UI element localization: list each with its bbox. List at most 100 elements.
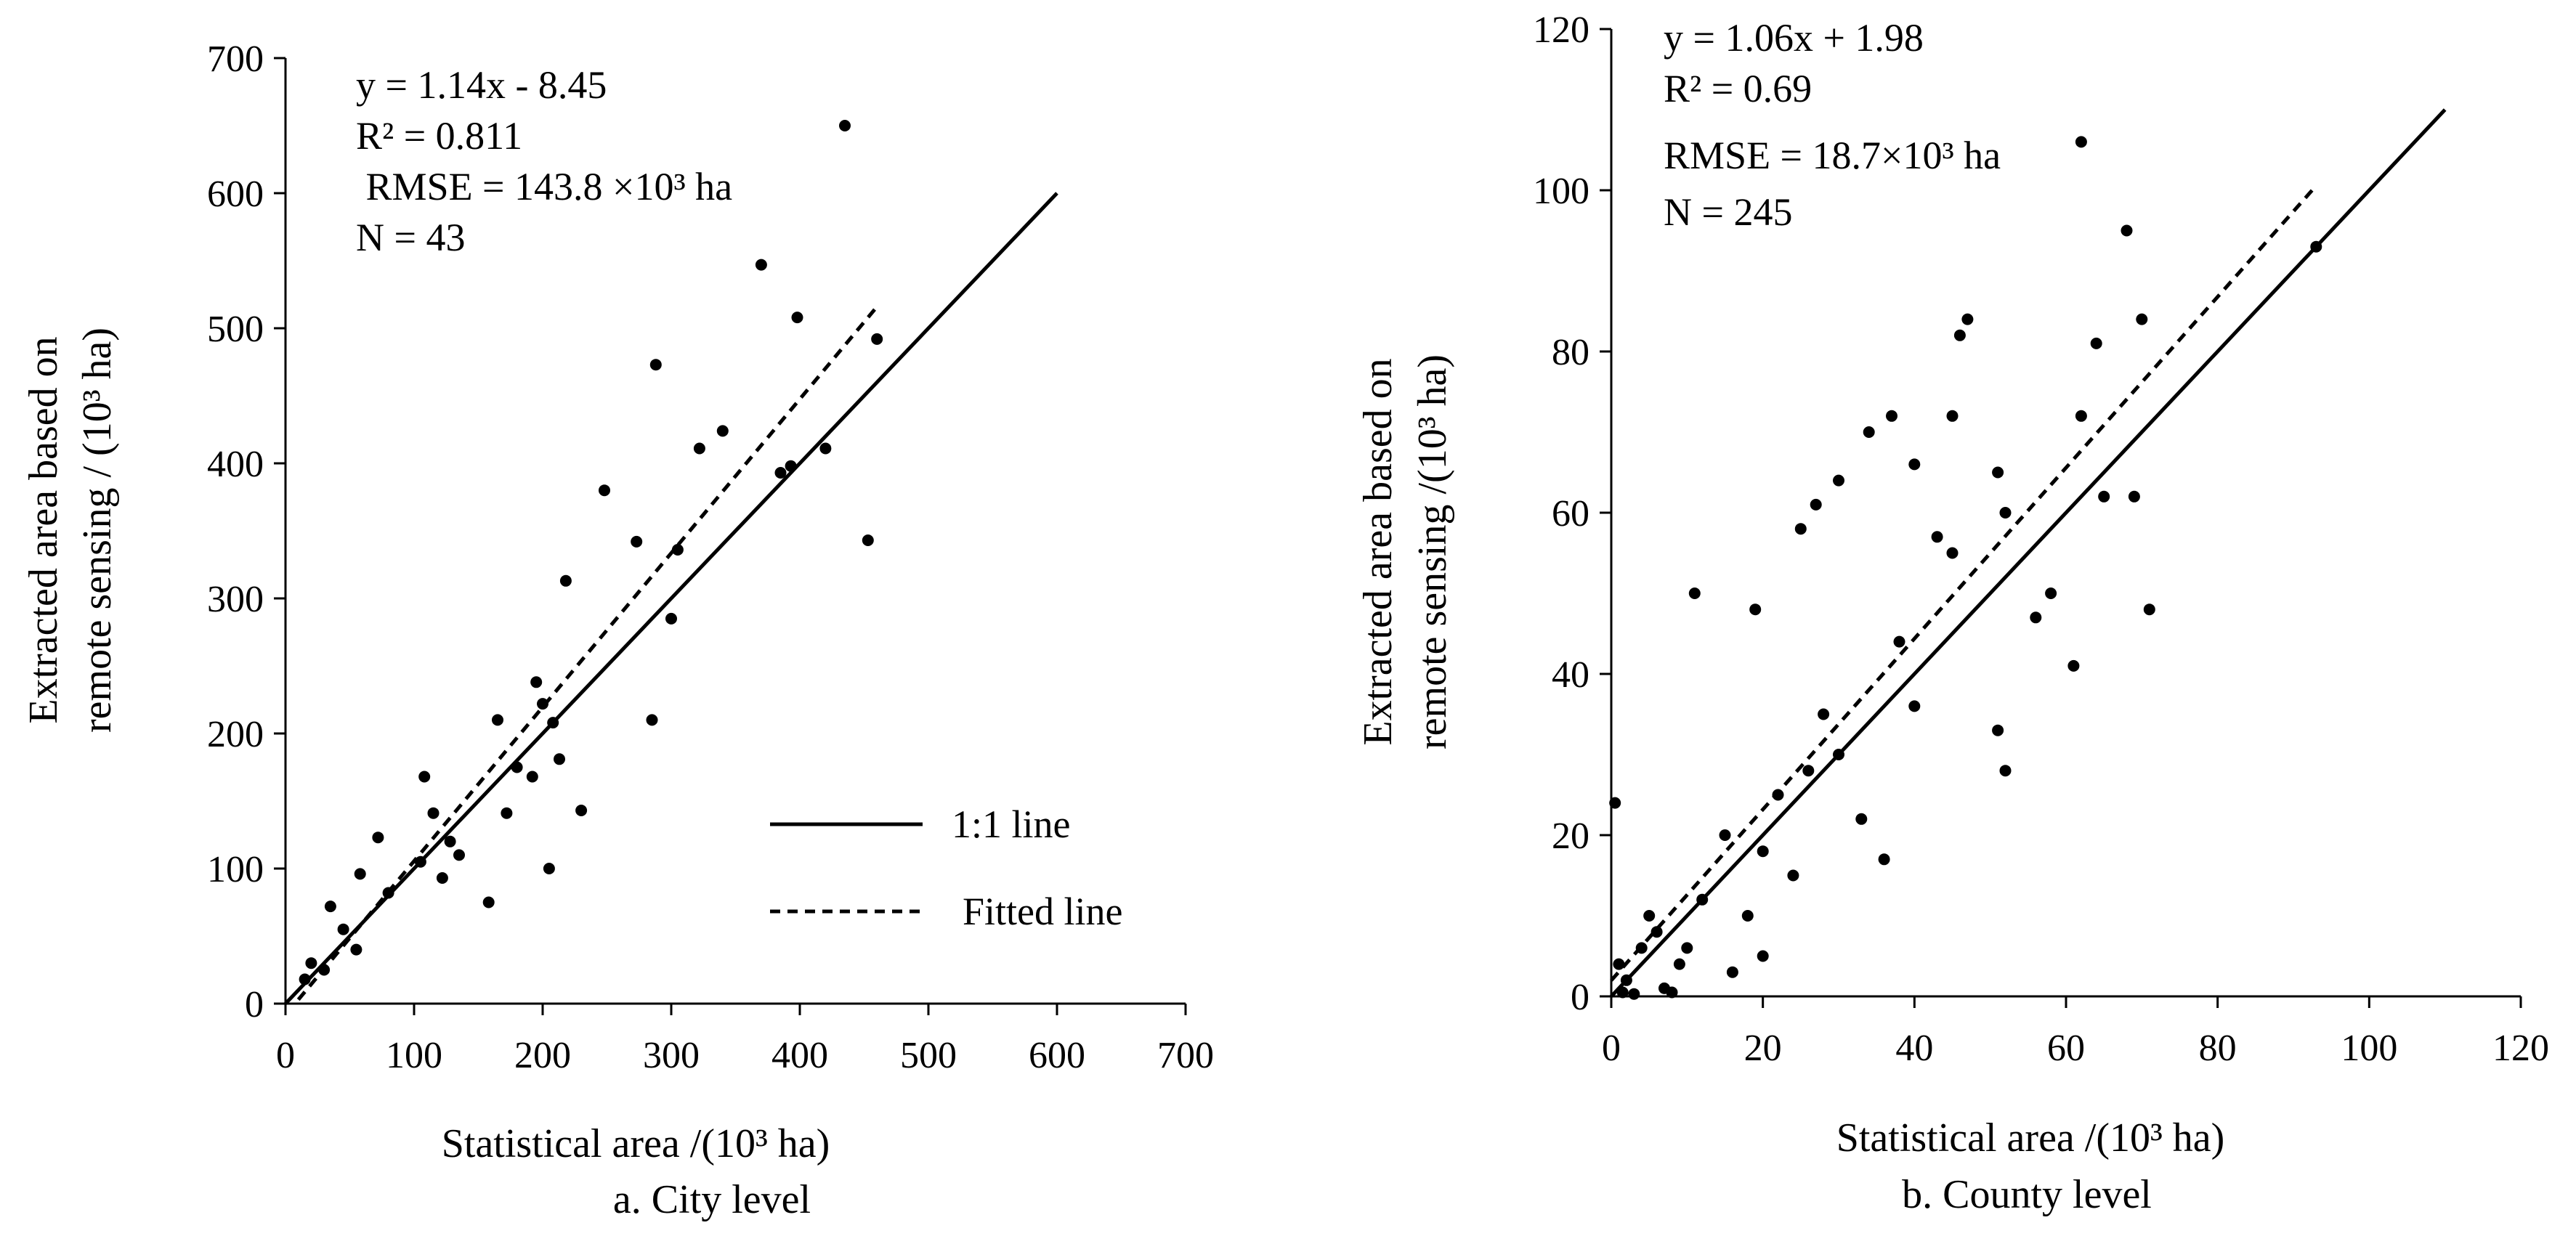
county-data-point-11 [1681, 942, 1693, 954]
city-annotation-n: N = 43 [356, 216, 465, 259]
city-data-point-22 [554, 753, 565, 765]
county-data-point-28 [1992, 466, 2004, 479]
city-y-tick-label-3: 300 [207, 579, 264, 620]
county-data-point-45 [1931, 531, 1943, 543]
county-data-point-20 [1810, 498, 1822, 511]
city-x-axis-title: Statistical area /(10³ ha) [442, 1121, 830, 1166]
county-data-point-1 [1613, 958, 1625, 970]
county-data-point-22 [1863, 426, 1875, 438]
city-x-tick-label-5: 500 [900, 1035, 957, 1076]
county-data-point-4 [1628, 988, 1640, 1000]
city-data-point-40 [871, 333, 883, 345]
city-data-point-20 [543, 863, 555, 874]
county-x-tick-label-4: 80 [2199, 1028, 2237, 1069]
county-one-to-one-line [1610, 108, 2447, 998]
county-y-tick-label-4: 80 [1552, 332, 1589, 373]
county-data-point-38 [2128, 490, 2140, 503]
city-data-point-23 [559, 574, 572, 587]
legend-solid-label: 1:1 line [952, 802, 1070, 846]
county-y-tick-label-2: 40 [1552, 654, 1589, 696]
panel-county-level: 0 20 40 60 80 100 120 0 20 40 60 80 100 120 y = 1.06x… [1356, 9, 2549, 1217]
county-annotation-r2: R² = 0.69 [1664, 67, 1812, 110]
county-data-point-17 [1749, 603, 1762, 616]
county-data-point-35 [2090, 337, 2102, 349]
city-data-point-37 [819, 442, 832, 455]
city-data-point-10 [436, 872, 448, 884]
city-y-tick-label-0: 0 [245, 984, 264, 1025]
county-data-point-37 [2121, 224, 2133, 237]
county-y-axis-title-line2: remote sensing /(10³ ha) [1410, 354, 1455, 749]
city-panel-label: a. City level [613, 1177, 811, 1222]
city-data-point-3 [350, 943, 362, 956]
county-points-layer [1609, 136, 2322, 1000]
county-y-tick-label-3: 60 [1552, 493, 1589, 534]
county-annotation-equation: y = 1.06x + 1.98 [1664, 16, 1924, 60]
county-data-point-32 [2067, 659, 2080, 672]
county-data-point-51 [1818, 708, 1830, 720]
city-ticks-layer: 0 100 200 300 400 500 600 700 0 100 200 300 400 500 60… [207, 38, 1214, 1076]
city-data-point-33 [755, 259, 767, 271]
county-data-point-30 [2030, 611, 2042, 624]
county-x-tick-label-6: 120 [2492, 1028, 2549, 1069]
county-x-tick-label-3: 60 [2047, 1028, 2085, 1069]
county-x-tick-label-0: 0 [1602, 1028, 1621, 1069]
county-x-axis-title: Statistical area /(10³ ha) [1836, 1115, 2225, 1160]
county-data-point-52 [1802, 765, 1815, 777]
county-data-point-53 [1787, 869, 1799, 882]
city-data-point-32 [716, 425, 729, 437]
city-data-point-26 [631, 535, 643, 548]
county-data-point-18 [1757, 950, 1769, 962]
county-data-point-25 [1946, 410, 1959, 422]
city-x-tick-label-0: 0 [276, 1035, 295, 1076]
county-data-point-33 [2075, 410, 2087, 422]
county-data-point-27 [1961, 313, 1974, 325]
county-data-point-26 [1953, 329, 1966, 341]
county-data-point-23 [1886, 410, 1897, 422]
county-data-point-42 [1992, 724, 2004, 736]
county-ticks-layer: 0 20 40 60 80 100 120 0 20 40 60 80 100 120 [1533, 9, 2549, 1069]
city-data-point-25 [599, 484, 610, 497]
county-data-point-19 [1794, 523, 1807, 535]
city-x-tick-label-7: 700 [1157, 1035, 1214, 1076]
city-data-point-8 [418, 771, 431, 783]
county-x-tick-label-5: 100 [2341, 1028, 2397, 1069]
city-annotation-r2: R² = 0.811 [356, 114, 522, 158]
county-data-point-47 [1893, 635, 1905, 648]
county-data-point-31 [2045, 588, 2057, 599]
county-data-point-21 [1833, 474, 1844, 487]
city-x-tick-label-1: 100 [386, 1035, 442, 1076]
county-data-point-14 [1719, 829, 1731, 841]
county-data-point-46 [1908, 700, 1921, 712]
county-y-tick-label-5: 100 [1533, 171, 1589, 212]
county-data-point-16 [1741, 910, 1754, 922]
city-y-tick-label-7: 700 [207, 38, 264, 80]
city-data-point-17 [526, 771, 538, 783]
city-data-point-38 [839, 120, 851, 131]
city-data-point-9 [427, 807, 440, 819]
city-data-point-30 [671, 544, 684, 556]
city-data-point-29 [665, 612, 677, 625]
county-data-point-49 [1855, 813, 1868, 825]
city-data-point-42 [337, 923, 349, 935]
city-one-to-one-line [284, 192, 1058, 1005]
county-data-point-10 [1673, 958, 1685, 970]
city-data-point-27 [646, 714, 658, 726]
city-annotation-rmse: RMSE = 143.8 ×10³ ha [356, 165, 732, 208]
city-data-point-0 [305, 957, 317, 969]
county-data-point-36 [2098, 490, 2110, 503]
city-data-point-11 [444, 835, 456, 847]
city-y-tick-label-5: 500 [207, 309, 264, 350]
city-x-tick-label-2: 200 [514, 1035, 571, 1076]
city-data-point-18 [530, 676, 543, 688]
county-data-point-34 [2075, 136, 2087, 148]
county-y-tick-label-0: 0 [1571, 977, 1589, 1018]
county-data-point-12 [1688, 588, 1701, 599]
county-x-tick-label-2: 40 [1895, 1028, 1933, 1069]
city-annotation-equation: y = 1.14x - 8.45 [356, 63, 607, 107]
panel-city-level: 0 100 200 300 400 500 600 700 0 100 200 300 400 500 60… [21, 38, 1214, 1222]
city-data-point-15 [501, 807, 513, 819]
county-data-point-15 [1726, 966, 1738, 978]
county-annotation-rmse: RMSE = 18.7×10³ ha [1664, 134, 2001, 177]
county-y-tick-label-6: 120 [1533, 9, 1589, 51]
